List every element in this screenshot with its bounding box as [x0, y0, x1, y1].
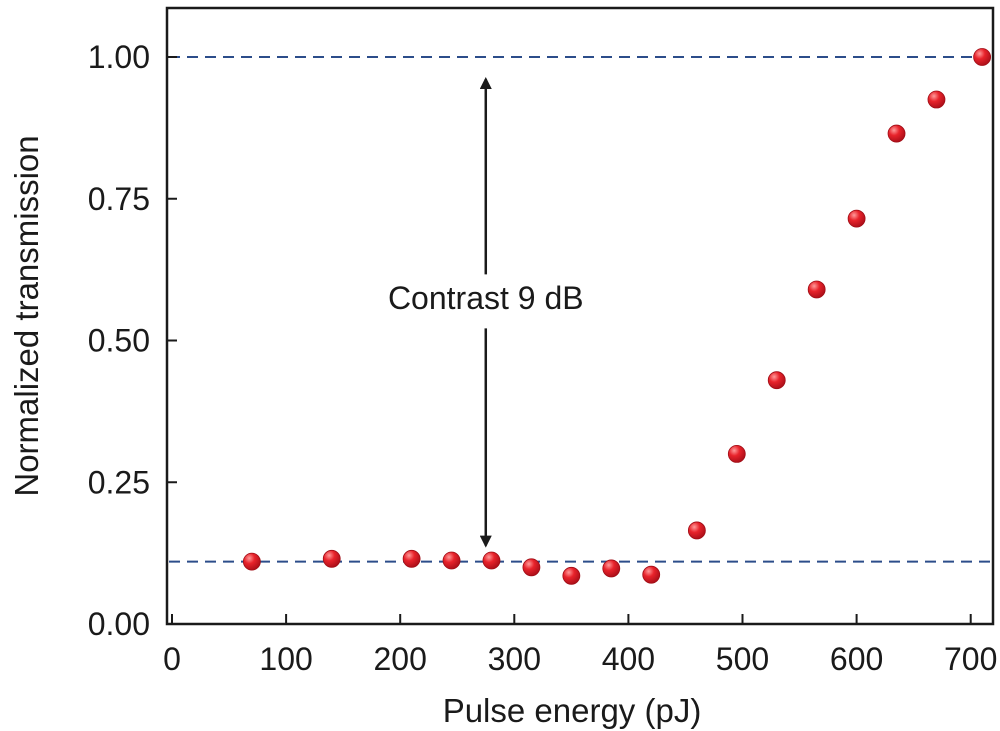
x-tick-label: 100	[259, 641, 312, 677]
contrast-annotation: Contrast 9 dB	[388, 77, 584, 548]
reference-lines	[169, 56, 991, 563]
data-point	[642, 565, 661, 584]
x-tick-label: 300	[488, 641, 541, 677]
contrast-label: Contrast 9 dB	[388, 280, 584, 316]
data-point	[482, 551, 501, 570]
x-axis-title: Pulse energy (pJ)	[443, 692, 702, 729]
data-point	[522, 558, 541, 577]
data-point	[767, 371, 786, 390]
y-tick-label: 1.00	[88, 39, 150, 75]
x-axis: 0 100 200 300 400 500 600 700	[163, 614, 997, 677]
plot-frame	[165, 6, 995, 626]
data-point	[442, 551, 461, 570]
x-tick-label: 600	[830, 641, 883, 677]
y-tick-label: 0.25	[88, 464, 150, 500]
y-axis-title: Normalized transmission	[8, 135, 45, 496]
y-tick-label: 0.75	[88, 181, 150, 217]
data-points	[242, 48, 992, 585]
data-point	[687, 521, 706, 540]
data-point	[602, 559, 621, 578]
x-tick-label: 500	[716, 641, 769, 677]
y-tick-label: 0.00	[88, 606, 150, 642]
data-point	[242, 552, 261, 571]
x-tick-label: 0	[163, 641, 181, 677]
data-point	[402, 549, 421, 568]
data-point	[927, 90, 946, 109]
data-point	[322, 549, 341, 568]
x-tick-label: 400	[602, 641, 655, 677]
data-point	[807, 280, 826, 299]
y-tick-label: 0.50	[88, 323, 150, 359]
x-tick-label: 200	[374, 641, 427, 677]
data-point	[562, 566, 581, 585]
data-point	[887, 124, 906, 143]
data-point	[973, 48, 992, 66]
x-tick-label: 700	[944, 641, 997, 677]
y-axis: 0.00 0.25 0.50 0.75 1.00	[88, 39, 177, 642]
data-point	[847, 209, 866, 228]
data-point	[727, 444, 746, 463]
